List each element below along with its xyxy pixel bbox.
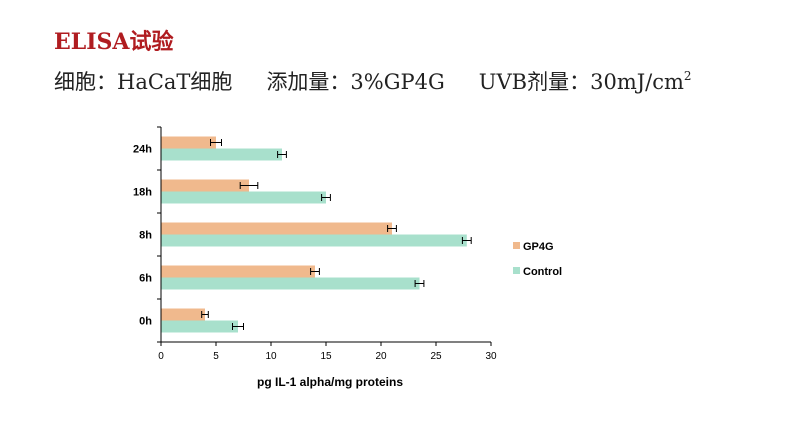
x-tick-label: 0 — [158, 351, 164, 362]
bar-gp4g-6h — [161, 265, 315, 278]
uvb-dose-superscript: 2 — [683, 69, 692, 83]
category-label-24h: 24h — [133, 144, 152, 156]
cell-label: 细胞：HaCaT细胞 — [54, 70, 233, 94]
x-axis-title: pg IL-1 alpha/mg proteins — [257, 375, 403, 389]
error-bar-gp4g-18h — [239, 182, 259, 189]
error-bars-layer — [201, 139, 472, 330]
legend: GP4G Control — [513, 241, 562, 278]
error-bar-control-24h — [277, 151, 287, 158]
axes-layer: 0h 6h 8h 18h 24h 0 5 10 15 20 25 30 — [133, 126, 497, 362]
bar-control-8h — [161, 234, 467, 247]
error-bar-gp4g-0h — [201, 311, 209, 318]
legend-swatch-gp4g — [513, 242, 520, 249]
x-tick-label: 15 — [320, 351, 332, 362]
error-bar-control-6h — [414, 280, 425, 287]
category-label-8h: 8h — [139, 230, 152, 242]
bar-control-24h — [161, 148, 282, 161]
experiment-conditions: 细胞：HaCaT细胞 添加量：3%GP4G UVB剂量：30mJ/cm2 — [54, 66, 692, 96]
x-tick-label: 5 — [213, 351, 219, 362]
error-bar-control-0h — [232, 323, 244, 330]
bar-gp4g-18h — [161, 179, 249, 192]
error-bar-control-8h — [461, 237, 472, 244]
legend-label-gp4g: GP4G — [523, 241, 554, 253]
bar-gp4g-24h — [161, 136, 216, 149]
legend-label-control: Control — [523, 266, 562, 278]
legend-swatch-control — [513, 267, 520, 274]
slide-title: ELISA试验 — [54, 29, 174, 55]
error-bar-gp4g-24h — [210, 139, 222, 146]
error-bar-control-18h — [321, 194, 331, 201]
x-tick-label: 10 — [265, 351, 277, 362]
x-tick-label: 25 — [430, 351, 442, 362]
bar-gp4g-8h — [161, 222, 392, 235]
x-tick-label: 30 — [485, 351, 497, 362]
bar-control-0h — [161, 320, 238, 333]
bar-gp4g-0h — [161, 308, 205, 321]
uvb-dose-label: UVB剂量：30mJ/cm — [478, 70, 684, 94]
bar-control-6h — [161, 277, 420, 290]
bar-control-18h — [161, 191, 326, 204]
category-label-6h: 6h — [139, 273, 152, 285]
bars-layer — [161, 136, 467, 333]
category-label-18h: 18h — [133, 187, 152, 199]
error-bar-gp4g-6h — [310, 268, 320, 275]
x-tick-label: 20 — [375, 351, 387, 362]
category-label-0h: 0h — [139, 316, 152, 328]
error-bar-gp4g-8h — [387, 225, 397, 232]
additive-label: 添加量：3%GP4G — [266, 70, 445, 94]
